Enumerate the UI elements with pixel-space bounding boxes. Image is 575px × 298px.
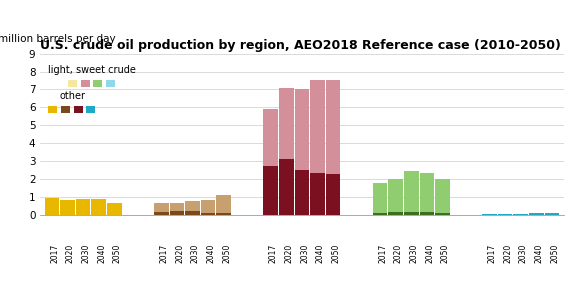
- Bar: [326, 80, 340, 174]
- Text: 2020: 2020: [175, 243, 184, 263]
- Bar: [91, 199, 106, 215]
- Bar: [545, 213, 559, 215]
- Bar: [404, 171, 419, 212]
- Bar: [60, 200, 75, 215]
- Bar: [404, 212, 419, 215]
- Bar: [498, 214, 512, 215]
- Text: 2020: 2020: [66, 243, 75, 263]
- Text: 2020: 2020: [394, 243, 403, 263]
- Text: 2020: 2020: [503, 243, 512, 263]
- Text: 2017: 2017: [50, 243, 59, 263]
- Text: 2017: 2017: [378, 243, 388, 263]
- Text: 2030: 2030: [82, 243, 90, 263]
- Bar: [420, 212, 434, 215]
- Bar: [420, 173, 434, 212]
- Bar: [529, 213, 543, 215]
- Bar: [107, 203, 122, 215]
- Text: 2050: 2050: [113, 243, 122, 263]
- Text: 2050: 2050: [331, 243, 340, 263]
- Text: 2020: 2020: [285, 243, 294, 263]
- Bar: [263, 166, 278, 215]
- Text: 2040: 2040: [425, 243, 434, 263]
- Bar: [279, 159, 294, 215]
- Text: 2040: 2040: [206, 243, 216, 263]
- Text: 2017: 2017: [269, 243, 278, 263]
- Text: 2040: 2040: [97, 243, 106, 263]
- Bar: [216, 213, 231, 215]
- Bar: [513, 214, 528, 215]
- Bar: [154, 203, 168, 212]
- Text: 2050: 2050: [222, 243, 231, 263]
- Bar: [388, 179, 403, 212]
- Bar: [185, 211, 200, 215]
- Bar: [170, 203, 184, 211]
- Bar: [76, 199, 90, 215]
- Text: 2030: 2030: [300, 243, 309, 263]
- Bar: [294, 89, 309, 170]
- Bar: [388, 212, 403, 215]
- Bar: [201, 200, 216, 213]
- Text: 2040: 2040: [316, 243, 325, 263]
- Text: U.S. crude oil production by region, AEO2018 Reference case (2010-2050): U.S. crude oil production by region, AEO…: [40, 39, 561, 52]
- Bar: [482, 214, 497, 215]
- Bar: [310, 173, 325, 215]
- Bar: [170, 211, 184, 215]
- Bar: [185, 201, 200, 211]
- Bar: [263, 109, 278, 166]
- Text: 2017: 2017: [160, 243, 168, 263]
- Text: 2030: 2030: [409, 243, 419, 263]
- Text: 2017: 2017: [488, 243, 497, 263]
- Text: 2050: 2050: [441, 243, 450, 263]
- Bar: [201, 213, 216, 215]
- Bar: [326, 174, 340, 215]
- Bar: [435, 213, 450, 215]
- Bar: [154, 212, 168, 215]
- Text: million barrels per day: million barrels per day: [0, 34, 116, 44]
- Text: 2040: 2040: [535, 243, 543, 263]
- Bar: [373, 213, 388, 215]
- Bar: [279, 88, 294, 159]
- Legend: , , , : , , ,: [45, 87, 101, 118]
- Bar: [45, 198, 59, 215]
- Bar: [373, 183, 388, 213]
- Bar: [294, 170, 309, 215]
- Text: 2030: 2030: [519, 243, 528, 263]
- Bar: [216, 195, 231, 213]
- Bar: [310, 80, 325, 173]
- Text: 2030: 2030: [191, 243, 200, 263]
- Text: 2050: 2050: [550, 243, 559, 263]
- Bar: [435, 179, 450, 213]
